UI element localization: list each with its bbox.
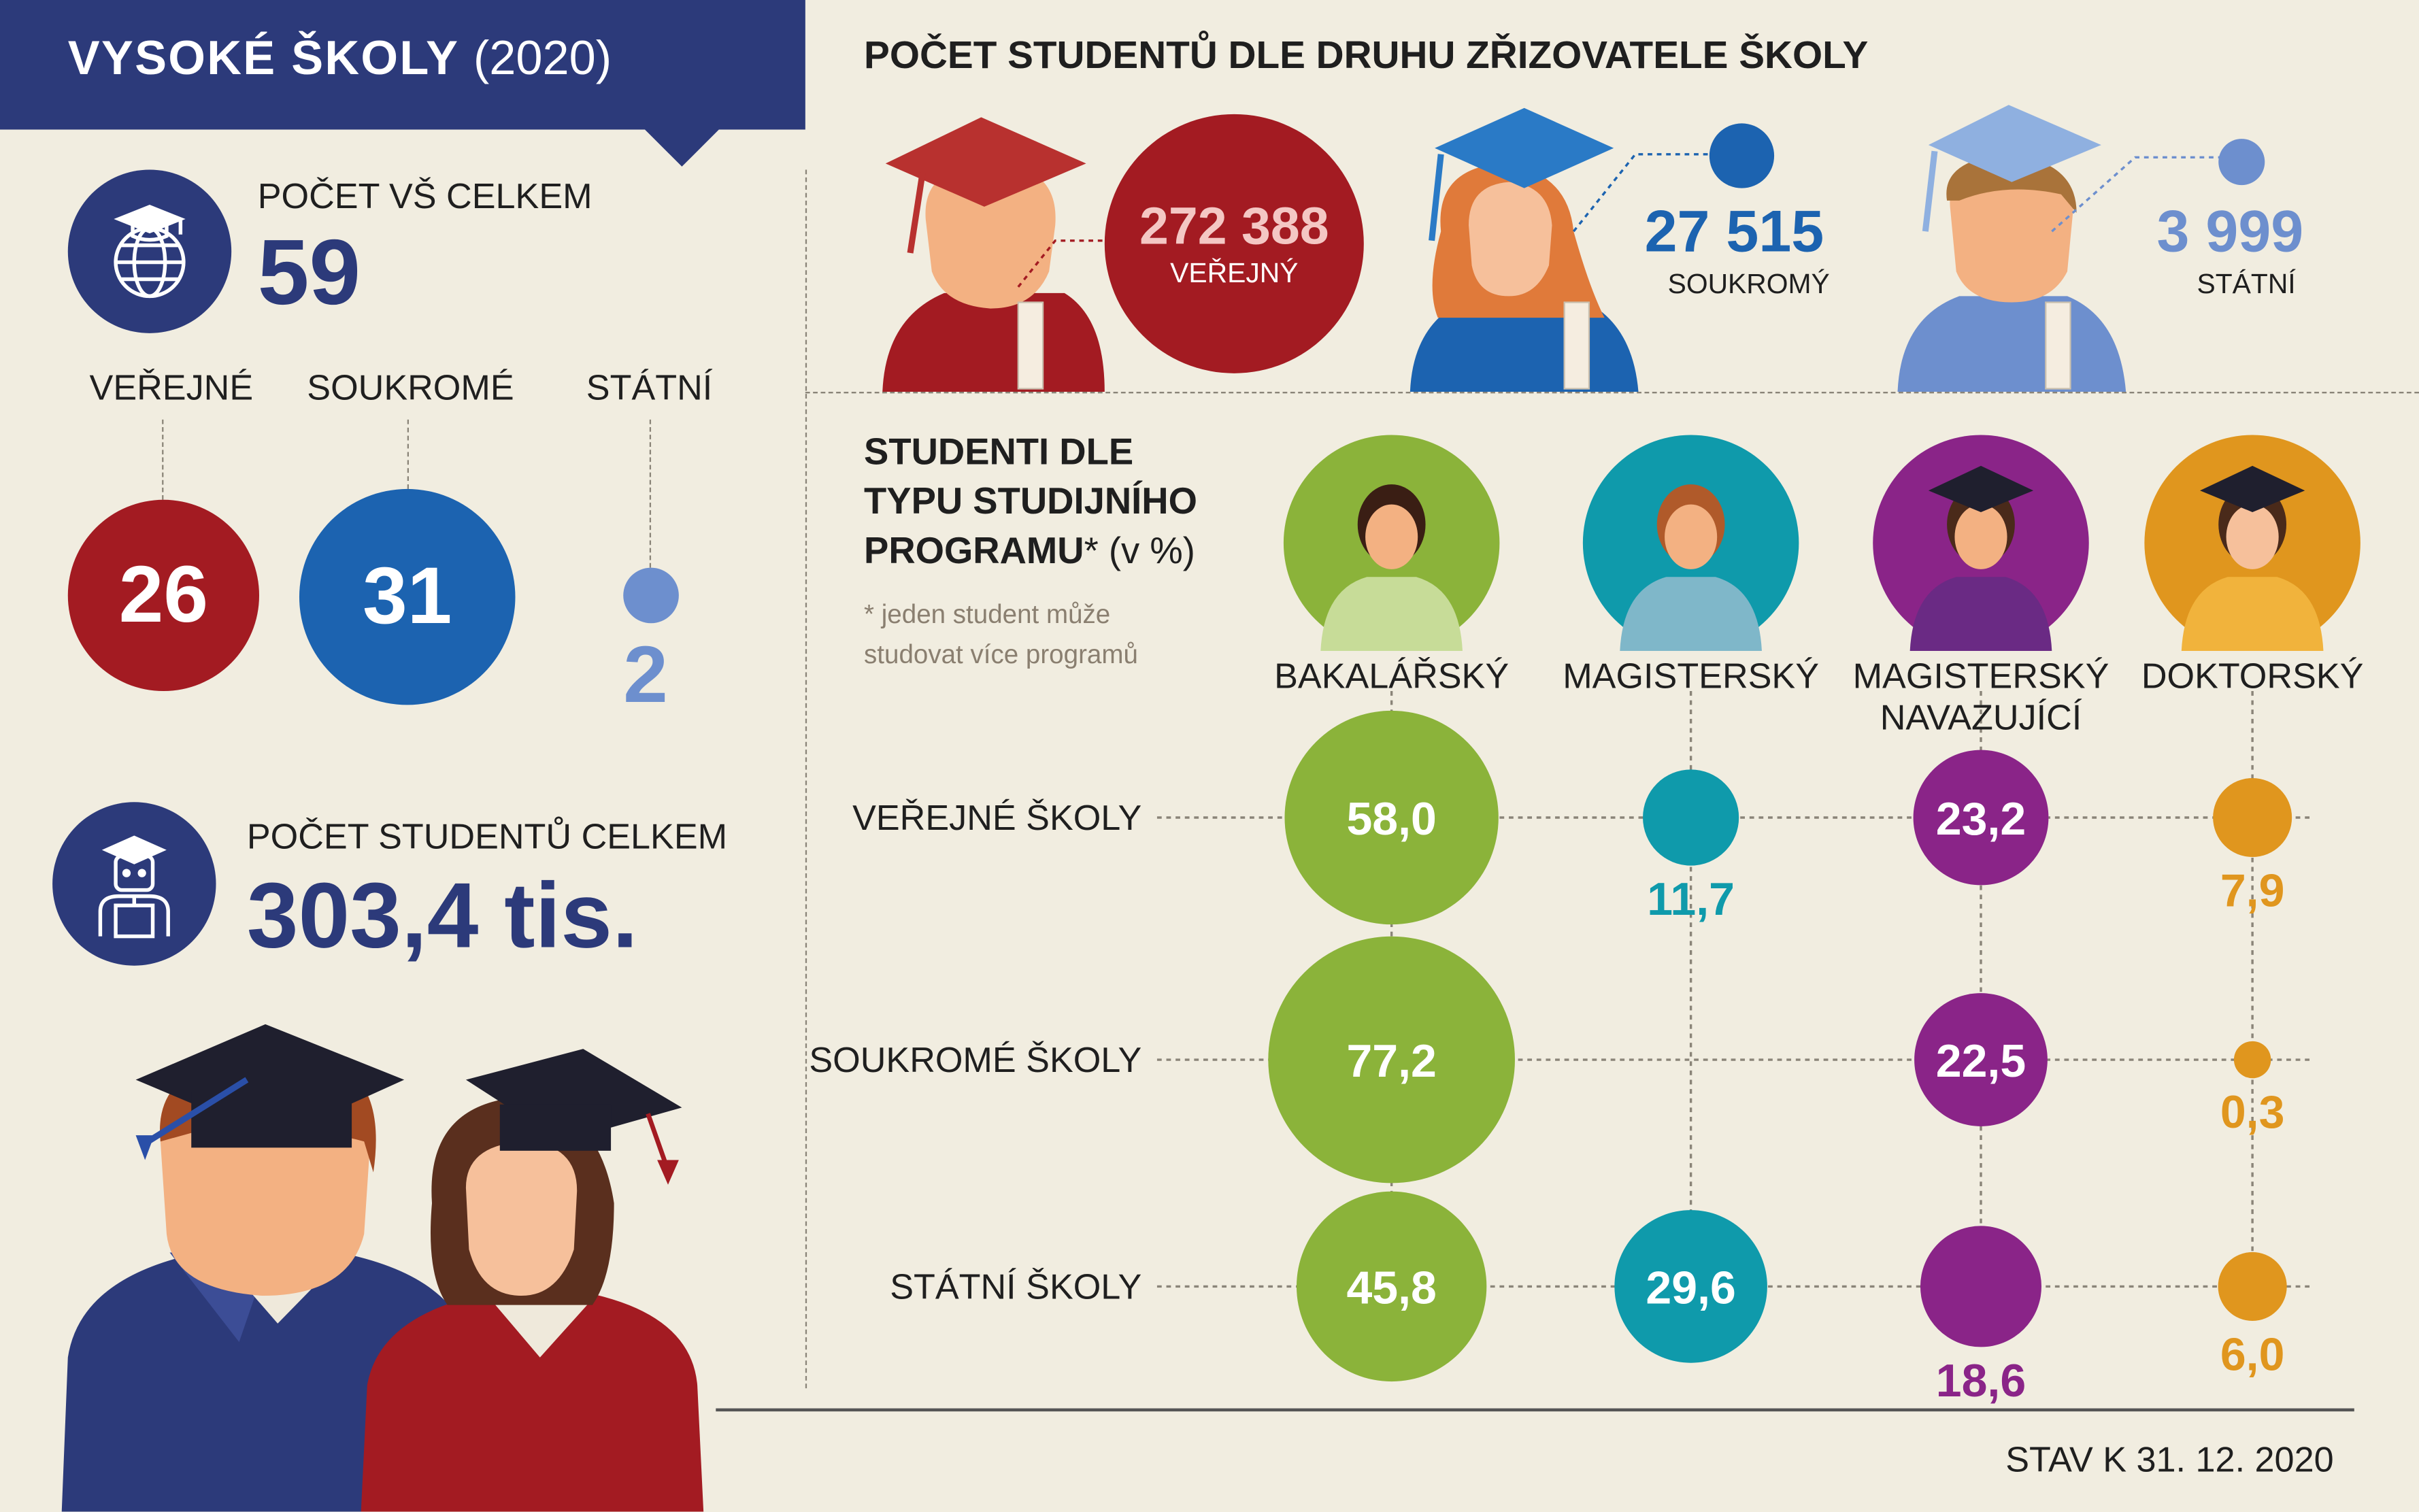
- chart-title-line-3: PROGRAMU: [864, 531, 1084, 573]
- avatar-gown-2: [1909, 577, 2052, 652]
- series-label-0: VEŘEJNÉ ŠKOLY: [852, 799, 1141, 838]
- footer-date: STAV K 31. 12. 2020: [2005, 1439, 2334, 1479]
- bubble-r2-c0: [1296, 1191, 1487, 1382]
- connector-state: [649, 419, 652, 568]
- schools-label-state: STÁTNÍ: [586, 367, 713, 407]
- students-total-label: POČET STUDENTŮ CELKEM: [246, 816, 728, 856]
- founder-public-label: VEŘEJNÝ: [1170, 257, 1299, 289]
- section-divider-horizontal: [805, 392, 2419, 394]
- bubble-r1-c0: [1268, 936, 1515, 1183]
- chart-note: * jeden student může studovat více progr…: [864, 595, 1138, 675]
- public-student-cap: [885, 117, 1086, 207]
- section-divider-vertical: [805, 169, 807, 1389]
- avatar-gown-1: [1620, 577, 1762, 652]
- bubble-label-r2-c1: 29,6: [1646, 1262, 1735, 1313]
- bubble-label-r0-c2: 23,2: [1936, 793, 2026, 845]
- founder-state-value: 3 999: [2156, 200, 2304, 266]
- avatar-cap-3: [2200, 465, 2305, 512]
- founder-public-value: 272 388: [1139, 197, 1329, 256]
- category-label-0-0: BAKALÁŘSKÝ: [1274, 656, 1509, 696]
- avatar-face-2: [1954, 504, 2007, 569]
- graduates-illustration: [61, 1024, 704, 1512]
- schools-public-value: 26: [118, 550, 208, 641]
- chart-title: STUDENTI DLE TYPU STUDIJNÍHO PROGRAMU* (…: [864, 429, 1197, 577]
- title-year: (2020): [473, 31, 612, 85]
- schools-private-bubble: 31: [299, 488, 516, 705]
- bubble-label-r2-c0: 45,8: [1346, 1262, 1436, 1313]
- bubble-r2-c2: [1920, 1226, 2041, 1347]
- student-icon: [52, 802, 216, 966]
- founder-private-dot: [1709, 123, 1775, 188]
- founder-private-label: SOUKROMÝ: [1667, 268, 1830, 299]
- bubble-r0-c0: [1284, 710, 1499, 925]
- bubble-label-r2-c2: 18,6: [1936, 1355, 2026, 1407]
- bubble-r1-c3: [2233, 1041, 2271, 1079]
- ground-line: [716, 1408, 2354, 1412]
- founder-section-title: POČET STUDENTŮ DLE DRUHU ZŘIZOVATELE ŠKO…: [864, 33, 1869, 78]
- founder-state-label: STÁTNÍ: [2197, 268, 2296, 299]
- avatar-cap-2: [1928, 465, 2034, 512]
- title-banner: VYSOKÉ ŠKOLY (2020): [0, 0, 805, 130]
- bubble-label-r1-c3: 0,3: [2220, 1086, 2285, 1138]
- schools-state-value: 2: [623, 631, 668, 721]
- schools-label-private: SOUKROMÉ: [307, 367, 514, 407]
- series-label-2: STÁTNÍ ŠKOLY: [890, 1268, 1141, 1307]
- avatar-face-0: [1365, 504, 1418, 569]
- bubble-r1-c2: [1914, 993, 2048, 1126]
- globe-cap-icon: [67, 169, 232, 333]
- connector-public: [162, 419, 164, 500]
- founder-figures: [882, 105, 2222, 392]
- avatar-gown-3: [2181, 577, 2324, 652]
- girl-cap: [465, 1049, 682, 1142]
- bubble-r0-c2: [1913, 750, 2049, 886]
- bubble-label-r1-c0: 77,2: [1346, 1035, 1436, 1087]
- schools-private-value: 31: [363, 552, 452, 642]
- schools-total-value: 59: [257, 220, 361, 324]
- bubble-label-r1-c2: 22,5: [1936, 1035, 2026, 1087]
- category-label-2-0: MAGISTERSKÝ: [1853, 656, 2109, 696]
- avatar-face-1: [1665, 504, 1718, 569]
- state-student-cap: [1928, 105, 2101, 182]
- series-label-1: SOUKROMÉ ŠKOLY: [809, 1041, 1141, 1080]
- public-student-gown: [882, 292, 1105, 392]
- founder-public-bubble: 272 388 VEŘEJNÝ: [1104, 114, 1364, 373]
- bubble-r0-c1: [1643, 769, 1739, 866]
- founder-state-dot: [2218, 139, 2265, 186]
- bubble-r0-c3: [2213, 777, 2292, 857]
- girl-gown: [361, 1292, 704, 1512]
- schools-label-public: VEŘEJNÉ: [89, 367, 254, 407]
- girl-face: [465, 1141, 578, 1296]
- chart-note-line-1: * jeden student může: [864, 600, 1111, 630]
- bubble-r2-c3: [2218, 1251, 2287, 1321]
- public-student-face: [925, 166, 1056, 309]
- private-student-face: [1469, 182, 1552, 297]
- schools-state-bubble: [623, 567, 679, 624]
- schools-total-label: POČET VŠ CELKEM: [257, 175, 593, 216]
- category-label-1-0: MAGISTERSKÝ: [1563, 656, 1819, 696]
- chart-title-line-2: TYPU STUDIJNÍHO: [864, 481, 1197, 523]
- category-label-3-0: DOKTORSKÝ: [2141, 656, 2364, 696]
- category-label-2-1: NAVAZUJÍCÍ: [1880, 699, 2082, 738]
- bubble-label-r0-c0: 58,0: [1346, 793, 1436, 845]
- bubble-label-r0-c1: 11,7: [1647, 873, 1735, 925]
- banner-pointer: [644, 129, 719, 167]
- page-title: VYSOKÉ ŠKOLY (2020): [68, 31, 612, 86]
- founder-private-value: 27 515: [1644, 200, 1824, 266]
- avatar-gown-0: [1320, 577, 1463, 652]
- chart-title-line-1: STUDENTI DLE: [864, 432, 1134, 474]
- chart-title-suffix: * (v %): [1084, 531, 1195, 573]
- title-text: VYSOKÉ ŠKOLY: [67, 31, 459, 85]
- avatar-face-3: [2226, 504, 2279, 569]
- students-total-value: 303,4 tis.: [246, 864, 638, 967]
- chart-note-line-2: studovat více programů: [864, 640, 1138, 670]
- bubble-label-r2-c3: 6,0: [2220, 1329, 2285, 1381]
- schools-public-bubble: 26: [67, 499, 260, 692]
- bubble-label-r0-c3: 7,9: [2220, 865, 2285, 917]
- bubble-r2-c1: [1614, 1210, 1767, 1363]
- connector-private: [407, 419, 409, 489]
